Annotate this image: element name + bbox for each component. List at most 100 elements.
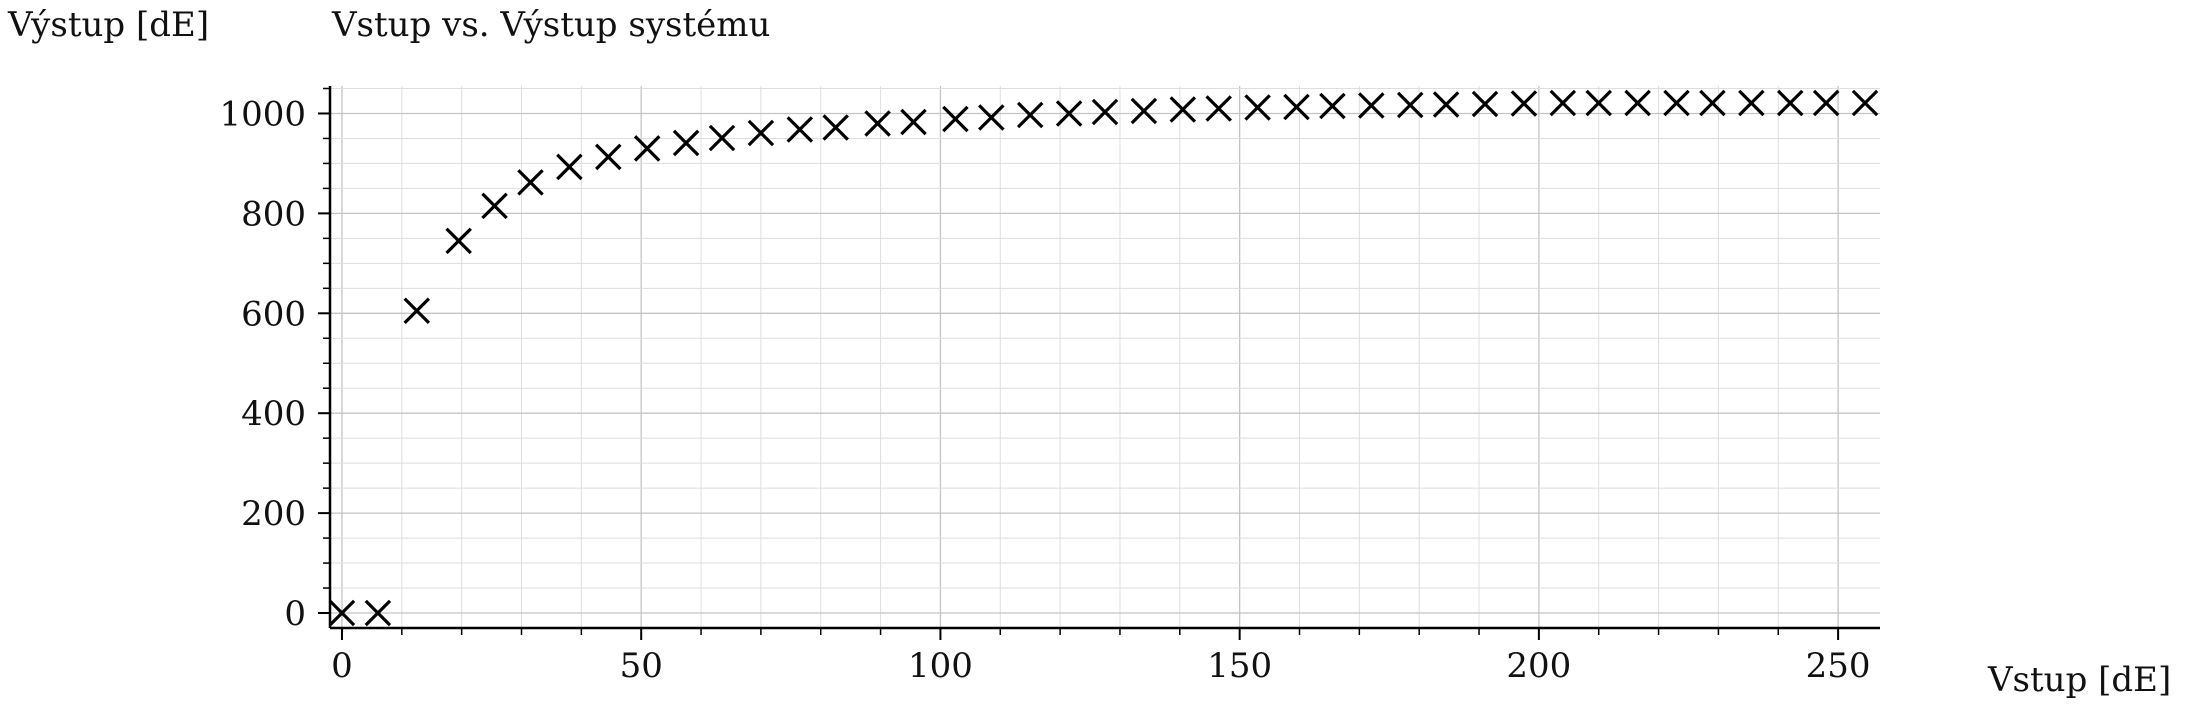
data-point: [556, 153, 583, 181]
data-point: [1283, 93, 1310, 121]
grid: [330, 86, 1880, 628]
data-point: [517, 169, 544, 196]
ticks: 0 50 100 150 200 250 0 200 400 600 800 1000: [219, 87, 1871, 686]
marker-stroke: [1244, 94, 1271, 121]
marker-stroke: [1319, 92, 1346, 120]
marker-stroke: [1358, 92, 1385, 119]
data-point: [1358, 92, 1385, 119]
data-point: [1244, 94, 1271, 121]
data-point: [1319, 92, 1346, 120]
y-tick-label: 200: [241, 494, 306, 534]
data-point: [1055, 100, 1083, 127]
marker-stroke: [633, 135, 661, 162]
marker-stroke: [1471, 90, 1499, 118]
marker-stroke: [517, 169, 544, 196]
chart-title: Vstup vs. Výstup systému: [331, 5, 770, 45]
marker-stroke: [1130, 97, 1158, 125]
data-point: [1585, 89, 1612, 117]
marker-stroke: [747, 119, 775, 147]
data-point: [445, 227, 472, 255]
data-point: [1396, 91, 1424, 119]
data-point: [481, 192, 508, 220]
marker-stroke: [1432, 91, 1460, 118]
data-point: [1699, 89, 1726, 117]
data-point: [1169, 96, 1197, 123]
marker-stroke: [364, 599, 392, 627]
x-axis-label: Vstup [dE]: [1987, 660, 2171, 700]
marker-stroke: [1016, 101, 1044, 129]
axes: [328, 86, 1880, 630]
y-tick-label: 400: [241, 394, 306, 434]
marker-stroke: [1851, 89, 1879, 117]
marker-stroke: [942, 105, 969, 133]
marker-stroke: [786, 116, 814, 143]
marker-stroke: [1510, 90, 1538, 117]
marker-stroke: [864, 110, 891, 137]
data-points: [328, 89, 1879, 627]
data-point: [1130, 97, 1158, 125]
y-axis-label: Výstup [dE]: [7, 5, 209, 45]
marker-stroke: [1055, 100, 1083, 127]
data-point: [1776, 89, 1804, 117]
marker-stroke: [1738, 89, 1765, 117]
marker-stroke: [1396, 91, 1424, 119]
data-point: [328, 599, 356, 627]
x-tick-label: 250: [1806, 646, 1871, 686]
y-tick-label: 800: [241, 194, 306, 234]
data-point: [595, 143, 622, 171]
marker-stroke: [978, 104, 1005, 131]
data-point: [786, 116, 814, 143]
data-point: [1624, 89, 1651, 117]
marker-stroke: [1549, 89, 1577, 117]
marker-stroke: [403, 297, 431, 325]
y-tick-label: 1000: [219, 94, 306, 134]
data-point: [1510, 90, 1538, 117]
marker-stroke: [1776, 89, 1804, 117]
data-point: [747, 119, 775, 147]
x-tick-label: 50: [620, 646, 663, 686]
x-tick-label: 0: [331, 646, 353, 686]
data-point: [942, 105, 969, 133]
marker-stroke: [445, 227, 472, 255]
data-point: [864, 110, 891, 137]
marker-stroke: [1812, 89, 1840, 117]
marker-stroke: [1205, 95, 1232, 122]
data-point: [1663, 89, 1690, 117]
marker-stroke: [1091, 98, 1119, 126]
marker-stroke: [556, 153, 583, 181]
marker-stroke: [328, 599, 356, 627]
data-point: [900, 108, 927, 136]
data-point: [1205, 95, 1232, 122]
data-point: [1851, 89, 1879, 117]
y-tick-label: 600: [241, 294, 306, 334]
marker-stroke: [1169, 96, 1197, 123]
data-point: [633, 135, 661, 162]
x-tick-label: 200: [1506, 646, 1571, 686]
data-point: [1016, 101, 1044, 129]
marker-stroke: [595, 143, 622, 171]
data-point: [364, 599, 392, 627]
data-point: [822, 114, 849, 141]
marker-stroke: [1624, 89, 1651, 117]
x-tick-label: 150: [1207, 646, 1272, 686]
marker-stroke: [1663, 89, 1690, 117]
marker-stroke: [1699, 89, 1726, 117]
data-point: [708, 124, 736, 152]
data-point: [1812, 89, 1840, 117]
data-point: [978, 104, 1005, 131]
data-point: [1738, 89, 1765, 117]
data-point: [1091, 98, 1119, 126]
marker-stroke: [1585, 89, 1612, 117]
marker-stroke: [708, 124, 736, 152]
marker-stroke: [672, 129, 700, 157]
data-point: [403, 297, 431, 325]
data-point: [1432, 91, 1460, 118]
marker-stroke: [481, 192, 508, 220]
marker-stroke: [822, 114, 849, 141]
data-point: [1471, 90, 1499, 118]
marker-stroke: [1283, 93, 1310, 121]
data-point: [672, 129, 700, 157]
data-point: [1549, 89, 1577, 117]
